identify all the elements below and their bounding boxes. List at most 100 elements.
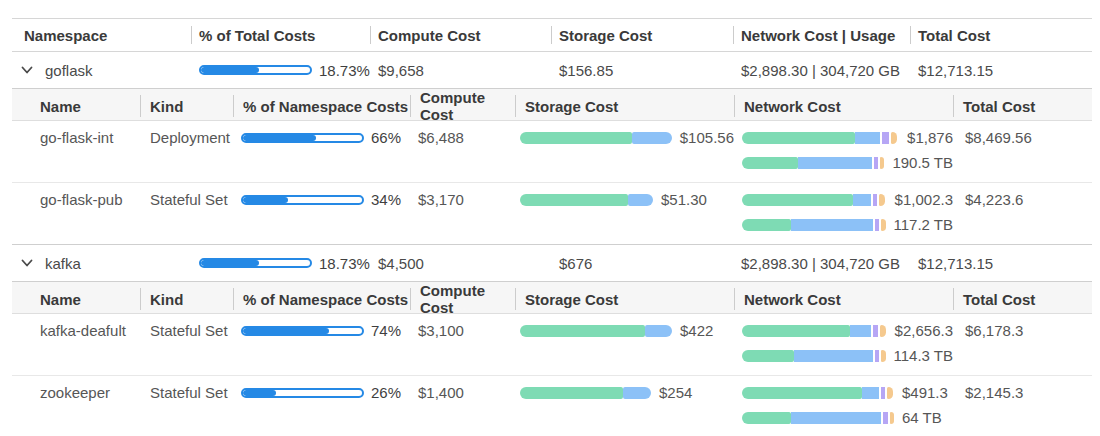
workload-pct-label: 34% bbox=[371, 192, 401, 208]
network-cost-bar: $2,656.3 bbox=[734, 323, 953, 339]
workload-pct-bar: 34% bbox=[233, 192, 410, 208]
col-total-cost-label: Total Cost bbox=[918, 27, 990, 44]
col-compute-cost: Compute Cost bbox=[370, 19, 551, 51]
col-storage-cost-label: Storage Cost bbox=[559, 27, 652, 44]
namespace-pct-label: 18.73% bbox=[319, 62, 370, 79]
namespace-row-goflask[interactable]: goflask 18.73% $9,658 $156.85 $2,898.30 … bbox=[12, 52, 1092, 88]
col-storage-cost: Storage Cost bbox=[515, 89, 734, 123]
network-usage-bar: 64 TB bbox=[734, 410, 953, 426]
workload-row-go-flask-pub: go-flask-pub Stateful Set 34% $3,170 $51… bbox=[12, 182, 1092, 244]
col-name: Name bbox=[12, 89, 140, 123]
progress-bar bbox=[241, 326, 364, 336]
progress-bar bbox=[241, 388, 364, 398]
workload-pct-label: 66% bbox=[371, 130, 401, 146]
storage-cost-bar: $105.56 bbox=[515, 130, 734, 146]
col-kind: Kind bbox=[140, 89, 233, 123]
col-namespace-costs-pct: % of Namespace Costs bbox=[233, 282, 410, 316]
namespace-storage-cost: $156.85 bbox=[551, 62, 733, 79]
namespace-network-cost-usage: $2,898.30 | 304,720 GB bbox=[733, 255, 910, 272]
namespace-storage-cost: $676 bbox=[551, 255, 733, 272]
workload-name: go-flask-int bbox=[12, 130, 140, 171]
col-total-cost-label: Total Cost bbox=[963, 291, 1035, 308]
col-storage-cost: Storage Cost bbox=[515, 282, 734, 316]
workload-table-kafka: Name Kind % of Namespace Costs Compute C… bbox=[12, 281, 1092, 436]
workload-pct-bar: 26% bbox=[233, 385, 410, 401]
namespace-network-cost-usage: $2,898.30 | 304,720 GB bbox=[733, 62, 910, 79]
network-usage-label: 190.5 TB bbox=[892, 155, 953, 171]
namespace-compute-cost: $9,658 bbox=[370, 62, 551, 79]
workload-pct-bar: 74% bbox=[233, 323, 410, 339]
col-namespace-costs-pct-label: % of Namespace Costs bbox=[243, 98, 408, 115]
progress-bar bbox=[241, 195, 364, 205]
col-total-costs-pct: % of Total Costs bbox=[191, 19, 370, 51]
workload-kind: Deployment bbox=[140, 130, 233, 171]
storage-cost-label: $51.30 bbox=[661, 192, 707, 208]
workload-row-go-flask-int: go-flask-int Deployment 66% $6,488 $105.… bbox=[12, 121, 1092, 182]
network-usage-bar: 190.5 TB bbox=[734, 155, 953, 171]
workload-total-cost: $8,469.56 bbox=[953, 130, 1092, 171]
col-total-costs-pct-label: % of Total Costs bbox=[199, 27, 315, 44]
col-total-cost: Total Cost bbox=[953, 89, 1092, 123]
col-kind: Kind bbox=[140, 282, 233, 316]
network-usage-bar: 114.3 TB bbox=[734, 348, 953, 364]
col-storage-cost-label: Storage Cost bbox=[525, 291, 618, 308]
workload-compute-cost: $1,400 bbox=[410, 385, 515, 426]
col-name-label: Name bbox=[40, 98, 81, 115]
chevron-down-icon[interactable] bbox=[20, 256, 34, 270]
col-total-cost-label: Total Cost bbox=[963, 98, 1035, 115]
namespace-table-header: Namespace % of Total Costs Compute Cost … bbox=[12, 18, 1092, 52]
namespace-compute-cost: $4,500 bbox=[370, 255, 551, 272]
col-namespace: Namespace bbox=[12, 19, 191, 51]
col-network-cost-usage: Network Cost | Usage bbox=[733, 19, 910, 51]
storage-cost-bar: $254 bbox=[515, 385, 734, 401]
workload-pct-label: 74% bbox=[371, 323, 401, 339]
network-cost-label: $1,876 bbox=[907, 130, 953, 146]
workload-kind: Stateful Set bbox=[140, 385, 233, 426]
col-network-cost: Network Cost bbox=[734, 89, 953, 123]
col-network-cost-label: Network Cost bbox=[744, 98, 841, 115]
col-storage-cost: Storage Cost bbox=[551, 19, 733, 51]
storage-cost-label: $105.56 bbox=[680, 130, 734, 146]
workload-name: kafka-deafult bbox=[12, 323, 140, 364]
workload-compute-cost: $6,488 bbox=[410, 130, 515, 171]
namespace-name: kafka bbox=[45, 255, 81, 272]
col-compute-cost: Compute Cost bbox=[410, 89, 515, 123]
network-cost-bar: $1,002.3 bbox=[734, 192, 953, 208]
network-cost-bar: $1,876 bbox=[734, 130, 953, 146]
col-name: Name bbox=[12, 282, 140, 316]
network-usage-label: 114.3 TB bbox=[894, 348, 954, 364]
workload-total-cost: $2,145.3 bbox=[953, 385, 1092, 426]
storage-cost-label: $422 bbox=[680, 323, 713, 339]
namespace-pct-bar: 18.73% bbox=[191, 255, 370, 272]
workload-name: zookeeper bbox=[12, 385, 140, 426]
col-kind-label: Kind bbox=[150, 98, 183, 115]
progress-bar bbox=[199, 65, 312, 75]
workload-kind: Stateful Set bbox=[140, 192, 233, 233]
network-cost-label: $2,656.3 bbox=[895, 323, 953, 339]
progress-bar bbox=[199, 258, 312, 268]
col-namespace-costs-pct: % of Namespace Costs bbox=[233, 89, 410, 123]
workload-kind: Stateful Set bbox=[140, 323, 233, 364]
network-usage-label: 64 TB bbox=[902, 410, 942, 426]
workload-pct-bar: 66% bbox=[233, 130, 410, 146]
namespace-total-cost: $12,713.15 bbox=[910, 255, 1092, 272]
col-total-cost: Total Cost bbox=[953, 282, 1092, 316]
chevron-down-icon[interactable] bbox=[20, 63, 34, 77]
workload-total-cost: $6,178.3 bbox=[953, 323, 1092, 364]
col-namespace-label: Namespace bbox=[24, 27, 107, 44]
storage-cost-bar: $51.30 bbox=[515, 192, 734, 208]
col-compute-cost-label: Compute Cost bbox=[378, 27, 481, 44]
col-network-cost-usage-label: Network Cost | Usage bbox=[741, 27, 895, 44]
col-name-label: Name bbox=[40, 291, 81, 308]
col-network-cost: Network Cost bbox=[734, 282, 953, 316]
workload-name: go-flask-pub bbox=[12, 192, 140, 233]
namespace-row-kafka[interactable]: kafka 18.73% $4,500 $676 $2,898.30 | 304… bbox=[12, 245, 1092, 281]
workload-compute-cost: $3,100 bbox=[410, 323, 515, 364]
col-network-cost-label: Network Cost bbox=[744, 291, 841, 308]
col-namespace-costs-pct-label: % of Namespace Costs bbox=[243, 291, 408, 308]
network-cost-bar: $491.3 bbox=[734, 385, 953, 401]
col-compute-cost: Compute Cost bbox=[410, 282, 515, 316]
col-compute-cost-label: Compute Cost bbox=[420, 282, 515, 316]
network-cost-label: $491.3 bbox=[902, 385, 948, 401]
col-storage-cost-label: Storage Cost bbox=[525, 98, 618, 115]
